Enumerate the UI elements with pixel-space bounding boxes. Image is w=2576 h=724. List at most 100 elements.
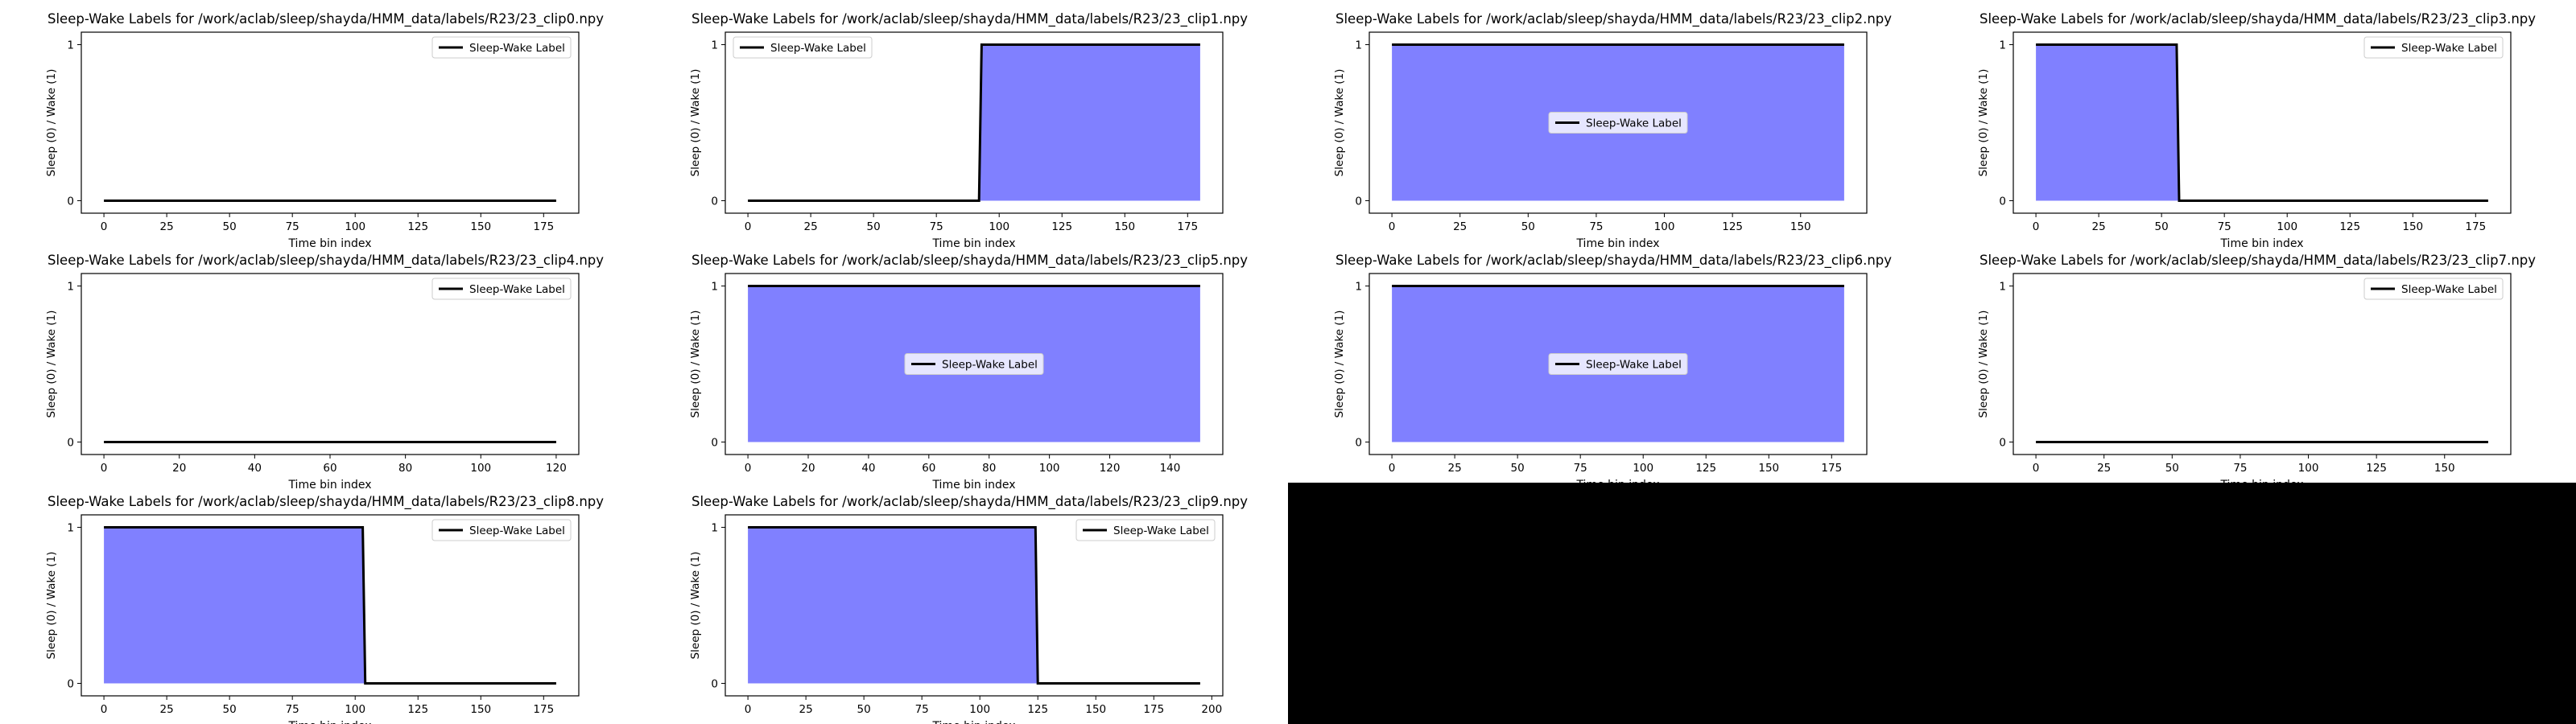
y-tick-label: 0 xyxy=(1355,436,1362,449)
y-tick-label: 0 xyxy=(711,195,718,208)
x-tick-label: 200 xyxy=(1201,703,1222,716)
sleep-wake-line xyxy=(2036,43,2488,202)
x-tick-label: 20 xyxy=(172,462,186,475)
x-tick-label: 25 xyxy=(160,220,174,233)
x-tick-label: 100 xyxy=(989,220,1009,233)
x-tick-label: 25 xyxy=(1453,220,1467,233)
x-tick-label: 175 xyxy=(2465,220,2486,233)
legend-label: Sleep-Wake Label xyxy=(942,359,1038,372)
x-tick-label: 25 xyxy=(2097,462,2111,475)
subplot-title: Sleep-Wake Labels for /work/aclab/sleep/… xyxy=(691,494,1248,510)
legend-box xyxy=(1548,112,1688,134)
x-tick-label: 125 xyxy=(2339,220,2360,233)
legend-box xyxy=(431,278,572,300)
sleep-wake-line xyxy=(104,526,556,685)
axes-frame xyxy=(2013,273,2512,455)
x-tick-label: 0 xyxy=(101,220,108,233)
subplot-title: Sleep-Wake Labels for /work/aclab/sleep/… xyxy=(47,253,604,269)
x-tick-label: 50 xyxy=(2155,220,2169,233)
legend-label: Sleep-Wake Label xyxy=(1586,117,1682,130)
x-axis-label: Time bin index xyxy=(931,720,1015,724)
x-tick-label: 75 xyxy=(2233,462,2247,475)
x-tick-label: 75 xyxy=(286,220,299,233)
x-tick-label: 100 xyxy=(470,462,491,475)
axes-frame xyxy=(2013,31,2512,214)
x-tick-label: 0 xyxy=(1389,220,1396,233)
x-tick-label: 40 xyxy=(248,462,262,475)
y-tick-label: 1 xyxy=(711,39,718,52)
y-tick-label: 0 xyxy=(67,677,74,690)
legend: Sleep-Wake Label xyxy=(2363,36,2504,59)
x-tick-label: 175 xyxy=(1143,703,1164,716)
x-tick-label: 50 xyxy=(867,220,881,233)
wake-area-fill xyxy=(2036,44,2488,201)
y-tick-label: 1 xyxy=(1355,39,1362,52)
x-tick-label: 50 xyxy=(1511,462,1525,475)
x-tick-label: 0 xyxy=(101,703,108,716)
legend: Sleep-Wake Label xyxy=(1548,353,1688,375)
legend-label: Sleep-Wake Label xyxy=(2401,283,2497,296)
legend-label: Sleep-Wake Label xyxy=(2401,42,2497,55)
axes-frame xyxy=(80,273,580,455)
legend: Sleep-Wake Label xyxy=(1075,519,1216,541)
legend-label: Sleep-Wake Label xyxy=(469,524,565,537)
x-tick-label: 125 xyxy=(1695,462,1716,475)
x-axis-label: Time bin index xyxy=(287,237,371,250)
x-tick-label: 25 xyxy=(804,220,818,233)
x-tick-label: 0 xyxy=(2033,220,2040,233)
legend-box xyxy=(2363,278,2504,300)
x-tick-label: 140 xyxy=(1160,462,1181,475)
subplot-5: Sleep-Wake Labels for /work/aclab/sleep/… xyxy=(689,253,1248,492)
x-tick-label: 50 xyxy=(857,703,871,716)
x-tick-label: 100 xyxy=(1039,462,1060,475)
x-tick-label: 0 xyxy=(745,462,752,475)
x-tick-label: 60 xyxy=(922,462,935,475)
x-tick-label: 0 xyxy=(1389,462,1396,475)
x-tick-label: 25 xyxy=(1448,462,1462,475)
x-tick-label: 25 xyxy=(799,703,813,716)
x-tick-label: 125 xyxy=(407,703,428,716)
y-axis-label: Sleep (0) / Wake (1) xyxy=(45,69,58,177)
y-tick-label: 1 xyxy=(711,522,718,535)
x-tick-label: 150 xyxy=(1085,703,1106,716)
legend-box xyxy=(1075,519,1216,541)
y-tick-label: 1 xyxy=(1999,39,2006,52)
empty-figure-area xyxy=(1288,483,2576,724)
legend-label: Sleep-Wake Label xyxy=(1113,524,1209,537)
x-tick-label: 0 xyxy=(101,462,108,475)
subplot-9: Sleep-Wake Labels for /work/aclab/sleep/… xyxy=(689,494,1248,724)
subplot-4: Sleep-Wake Labels for /work/aclab/sleep/… xyxy=(45,253,604,492)
subplot-title: Sleep-Wake Labels for /work/aclab/sleep/… xyxy=(1979,253,2536,269)
x-tick-label: 125 xyxy=(2366,462,2387,475)
sleep-wake-line xyxy=(748,43,1200,202)
x-tick-label: 60 xyxy=(323,462,336,475)
x-tick-label: 175 xyxy=(533,220,554,233)
x-axis-label: Time bin index xyxy=(1575,479,1659,492)
x-tick-label: 100 xyxy=(1654,220,1675,233)
y-tick-label: 0 xyxy=(1355,195,1362,208)
subplot-title: Sleep-Wake Labels for /work/aclab/sleep/… xyxy=(47,494,604,510)
x-axis-label: Time bin index xyxy=(2219,479,2303,492)
x-tick-label: 100 xyxy=(345,703,365,716)
x-tick-label: 0 xyxy=(2033,462,2040,475)
legend-box xyxy=(431,519,572,541)
subplot-title: Sleep-Wake Labels for /work/aclab/sleep/… xyxy=(691,11,1248,27)
x-tick-label: 150 xyxy=(470,220,491,233)
y-tick-label: 1 xyxy=(1999,281,2006,294)
y-axis-label: Sleep (0) / Wake (1) xyxy=(689,552,702,660)
x-tick-label: 125 xyxy=(1027,703,1048,716)
y-tick-label: 0 xyxy=(711,436,718,449)
y-tick-label: 1 xyxy=(67,281,74,294)
y-tick-label: 0 xyxy=(67,195,74,208)
x-tick-label: 150 xyxy=(470,703,491,716)
y-tick-label: 0 xyxy=(711,677,718,690)
x-tick-label: 75 xyxy=(1574,462,1587,475)
legend-box xyxy=(431,36,572,59)
x-tick-label: 50 xyxy=(2165,462,2179,475)
axes-frame xyxy=(724,273,1224,455)
x-tick-label: 125 xyxy=(1051,220,1072,233)
axes-frame xyxy=(80,31,580,214)
axes-frame xyxy=(1368,31,1868,214)
x-tick-label: 150 xyxy=(1790,220,1811,233)
